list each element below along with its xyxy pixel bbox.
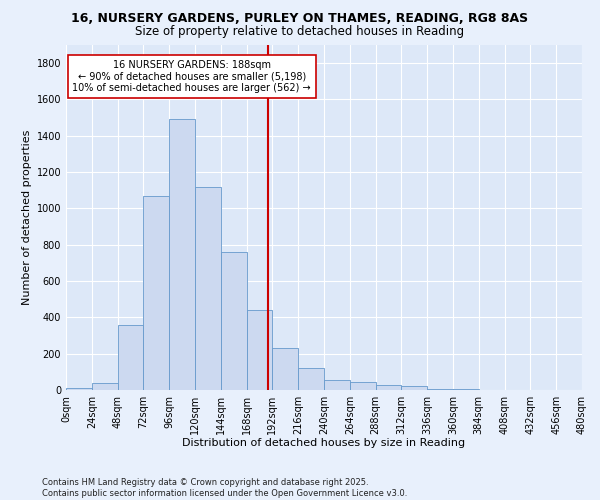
Bar <box>92 382 118 390</box>
Bar <box>350 382 376 390</box>
Bar <box>66 388 92 390</box>
Text: Size of property relative to detached houses in Reading: Size of property relative to detached ho… <box>136 25 464 38</box>
Text: Contains HM Land Registry data © Crown copyright and database right 2025.
Contai: Contains HM Land Registry data © Crown c… <box>42 478 407 498</box>
Bar <box>143 196 169 390</box>
Text: 16, NURSERY GARDENS, PURLEY ON THAMES, READING, RG8 8AS: 16, NURSERY GARDENS, PURLEY ON THAMES, R… <box>71 12 529 26</box>
Bar <box>195 186 221 390</box>
X-axis label: Distribution of detached houses by size in Reading: Distribution of detached houses by size … <box>182 438 466 448</box>
Bar <box>298 368 324 390</box>
Bar <box>401 386 427 390</box>
Bar <box>169 120 195 390</box>
Bar <box>272 348 298 390</box>
Bar <box>118 324 143 390</box>
Bar <box>221 252 247 390</box>
Bar <box>427 389 453 390</box>
Bar <box>376 384 401 390</box>
Y-axis label: Number of detached properties: Number of detached properties <box>22 130 32 305</box>
Text: 16 NURSERY GARDENS: 188sqm
← 90% of detached houses are smaller (5,198)
10% of s: 16 NURSERY GARDENS: 188sqm ← 90% of deta… <box>73 60 311 92</box>
Bar <box>247 310 272 390</box>
Bar <box>324 380 350 390</box>
